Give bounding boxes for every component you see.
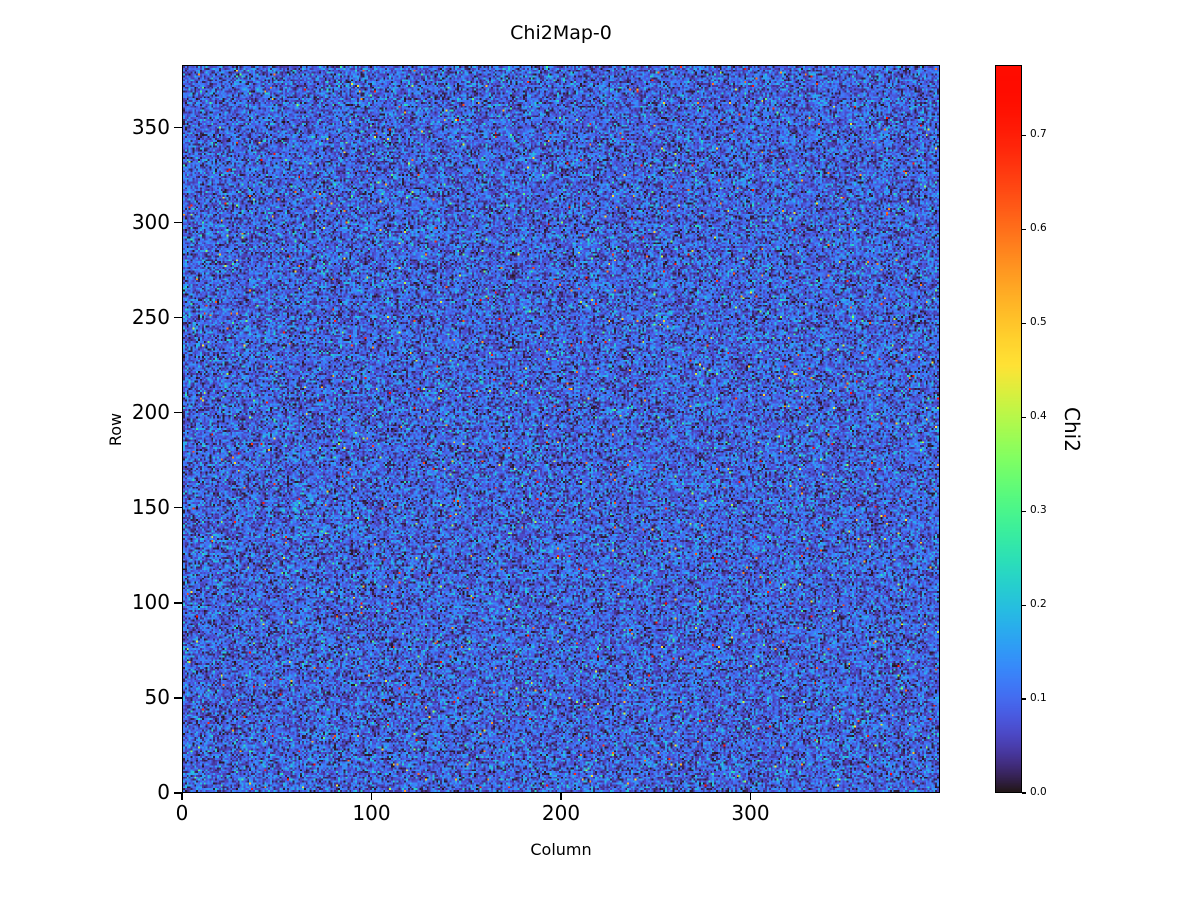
colorbar-tick-mark xyxy=(1022,510,1026,512)
y-tick-mark xyxy=(174,602,182,604)
y-tick-mark xyxy=(174,317,182,319)
y-tick-label: 50 xyxy=(144,684,170,709)
colorbar-tick-mark xyxy=(1022,792,1026,794)
y-tick-label: 350 xyxy=(131,114,170,139)
colorbar-label-wrap: Chi2 xyxy=(1055,65,1089,793)
colorbar-tick-label: 0.7 xyxy=(1030,128,1047,141)
colorbar-tick-mark xyxy=(1022,228,1026,230)
y-tick-mark xyxy=(174,127,182,129)
y-tick-mark xyxy=(174,507,182,509)
x-axis-label: Column xyxy=(530,840,592,859)
y-tick-mark xyxy=(174,792,182,794)
colorbar xyxy=(995,65,1022,793)
x-tick-mark xyxy=(749,793,752,800)
y-axis-label-wrap: Row xyxy=(96,65,136,793)
colorbar-tick-label: 0.2 xyxy=(1030,598,1047,611)
y-tick-mark xyxy=(174,222,182,224)
colorbar-tick-mark xyxy=(1022,604,1026,606)
colorbar-canvas xyxy=(996,66,1021,792)
colorbar-tick-mark xyxy=(1022,698,1026,700)
colorbar-tick-label: 0.6 xyxy=(1030,222,1047,235)
y-tick-label: 250 xyxy=(131,304,170,329)
y-tick-label: 150 xyxy=(131,494,170,519)
plot-area xyxy=(182,65,940,793)
colorbar-tick-label: 0.4 xyxy=(1030,410,1047,423)
x-tick-label: 200 xyxy=(541,801,581,825)
colorbar-tick-mark xyxy=(1022,416,1026,418)
x-tick-label: 0 xyxy=(175,801,189,825)
colorbar-tick-label: 0.1 xyxy=(1030,692,1047,705)
colorbar-tick-label: 0.5 xyxy=(1030,316,1047,329)
y-tick-label: 300 xyxy=(131,209,170,234)
x-tick-label: 300 xyxy=(731,801,770,825)
x-tick-mark xyxy=(181,793,183,800)
x-tick-label: 100 xyxy=(352,801,391,825)
x-tick-mark xyxy=(560,793,562,800)
heatmap-canvas xyxy=(183,66,939,792)
y-tick-mark xyxy=(174,412,182,414)
plot-title: Chi2Map-0 xyxy=(510,22,612,44)
colorbar-tick-label: 0.3 xyxy=(1030,504,1047,517)
colorbar-tick-mark xyxy=(1022,322,1026,324)
colorbar-tick-label: 0.0 xyxy=(1030,786,1047,798)
y-tick-label: 0 xyxy=(157,780,170,804)
colorbar-label: Chi2 xyxy=(1060,406,1084,452)
y-tick-label: 100 xyxy=(131,589,170,614)
y-tick-label: 200 xyxy=(131,399,170,424)
x-tick-mark xyxy=(370,793,373,800)
colorbar-tick-mark xyxy=(1022,134,1026,137)
y-tick-mark xyxy=(174,697,182,699)
